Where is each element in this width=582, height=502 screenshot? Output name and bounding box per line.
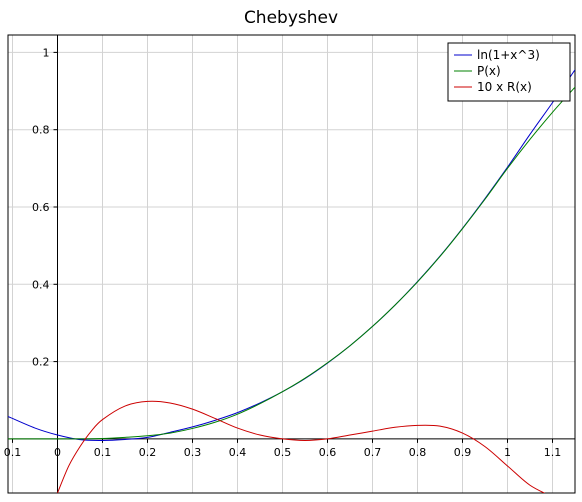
- chart-title: Chebyshev: [244, 8, 338, 28]
- x-tick-label: 0.3: [184, 446, 202, 459]
- series-line-2: [8, 86, 575, 440]
- axes: [7, 34, 576, 494]
- legend-box: [447, 42, 571, 102]
- legend-label-3: 10 x R(x): [477, 80, 532, 94]
- x-tick-label: 0.8: [409, 446, 427, 459]
- legend-label-2: P(x): [477, 64, 501, 78]
- x-tick-label: 1.1: [544, 446, 562, 459]
- x-tick-label: 0.9: [454, 446, 472, 459]
- x-tick-label: 0.5: [274, 446, 292, 459]
- y-tick-label: 0.6: [32, 201, 50, 214]
- series-line-1: [8, 69, 575, 441]
- x-tick-label: 0.2: [139, 446, 157, 459]
- x-tick-label: 0.1: [94, 446, 112, 459]
- plot-frame: [7, 34, 576, 494]
- series-lines: [8, 69, 575, 493]
- x-tick-label: 0.6: [319, 446, 337, 459]
- y-tick-label: 0.4: [32, 278, 50, 291]
- x-tick-label: 0.1: [4, 446, 22, 459]
- x-tick-label: 0: [54, 446, 61, 459]
- y-tick-label: 1: [43, 46, 50, 59]
- legend-label-1: ln(1+x^3): [477, 48, 540, 62]
- x-tick-label: 1: [504, 446, 511, 459]
- x-tick-label: 0.4: [229, 446, 247, 459]
- y-tick-label: 0.8: [32, 124, 50, 137]
- x-tick-label: 0.7: [364, 446, 382, 459]
- grid: [8, 35, 575, 493]
- y-tick-label: 0.2: [32, 356, 50, 369]
- legend: ln(1+x^3) P(x) 10 x R(x): [447, 42, 571, 102]
- tick-labels: 0.1 0 0.1 0.2 0.3 0.4 0.5 0.6 0.7 0.8 0.9 1 1.1 0.2 0.…: [4, 46, 562, 458]
- series-line-3: [57, 400, 546, 493]
